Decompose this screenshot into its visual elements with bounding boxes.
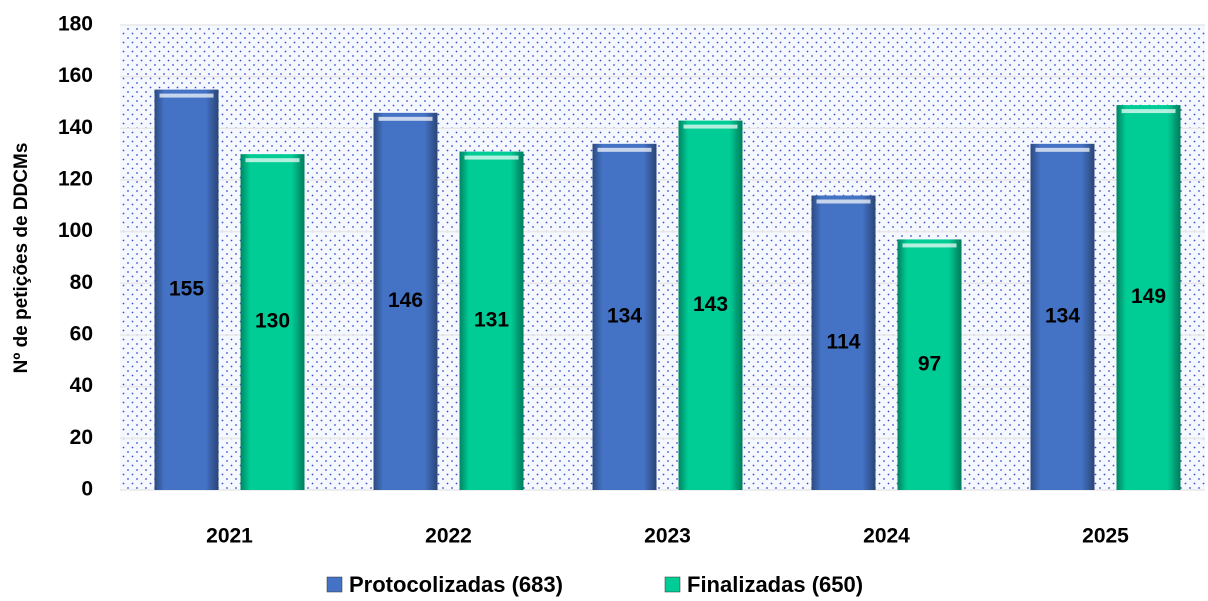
bar-highlight	[597, 147, 652, 152]
data-label: 155	[169, 277, 204, 300]
y-tick-label: 160	[58, 64, 93, 87]
y-tick-label: 140	[58, 116, 93, 139]
bar-highlight	[1121, 109, 1176, 114]
legend-label: Protocolizadas (683)	[349, 572, 563, 597]
bar-highlight	[159, 93, 214, 98]
x-tick-label: 2021	[206, 525, 253, 548]
legend-label: Finalizadas (650)	[687, 572, 863, 597]
data-label: 131	[474, 308, 509, 331]
bar-highlight	[378, 116, 433, 121]
y-tick-label: 60	[70, 323, 93, 346]
data-label: 130	[255, 310, 290, 333]
y-tick-label: 80	[70, 271, 93, 294]
data-label: 149	[1131, 285, 1166, 308]
y-tick-label: 20	[70, 426, 93, 449]
y-axis-title: Nº de petições de DDCMs	[11, 143, 32, 374]
legend-swatch	[664, 576, 681, 593]
y-tick-label: 40	[70, 374, 93, 397]
data-label: 143	[693, 293, 728, 316]
x-tick-label: 2025	[1082, 525, 1129, 548]
x-tick-label: 2024	[863, 525, 910, 548]
data-label: 134	[607, 304, 642, 327]
data-label: 146	[388, 289, 423, 312]
bar-highlight	[1035, 147, 1090, 152]
data-label: 114	[827, 330, 861, 353]
data-label: 97	[918, 352, 941, 375]
bar-highlight	[683, 124, 738, 129]
data-label: 134	[1045, 304, 1080, 327]
x-tick-label: 2023	[644, 525, 691, 548]
legend-swatch	[326, 576, 343, 593]
bar-highlight	[816, 199, 871, 204]
y-tick-label: 120	[58, 168, 93, 191]
bar-highlight	[245, 158, 300, 163]
y-tick-label: 0	[81, 478, 93, 501]
x-tick-label: 2022	[425, 525, 472, 548]
bar-highlight	[902, 243, 957, 248]
bar-highlight	[464, 155, 519, 160]
y-tick-label: 100	[58, 219, 93, 242]
y-tick-label: 180	[58, 13, 93, 36]
